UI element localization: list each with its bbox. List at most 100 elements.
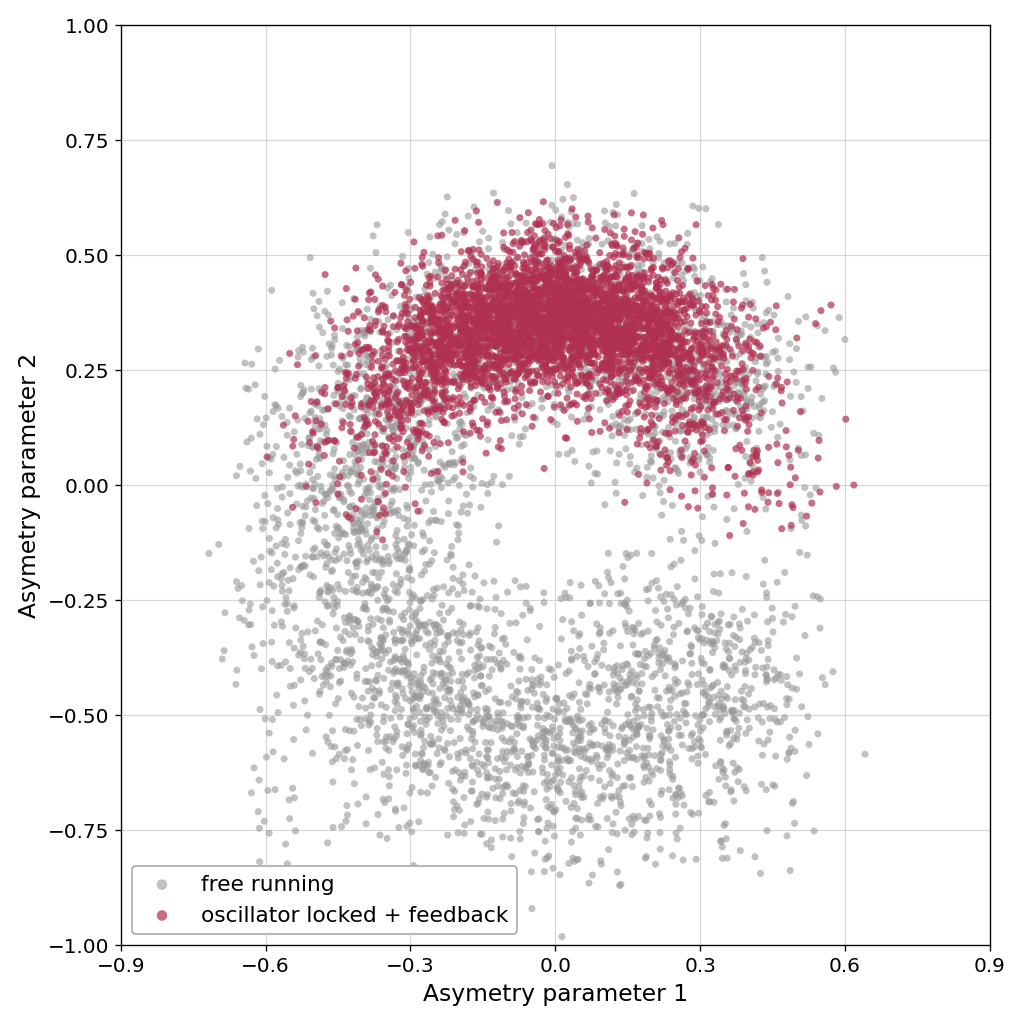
free running <box>790 440 806 456</box>
oscillator locked + feedback <box>643 371 660 388</box>
oscillator locked + feedback <box>394 306 410 322</box>
oscillator locked + feedback <box>605 294 621 310</box>
free running <box>312 414 328 431</box>
free running <box>333 295 350 311</box>
oscillator locked + feedback <box>562 357 578 373</box>
oscillator locked + feedback <box>427 364 443 381</box>
oscillator locked + feedback <box>430 312 446 328</box>
oscillator locked + feedback <box>421 299 438 315</box>
oscillator locked + feedback <box>750 462 766 479</box>
free running <box>592 288 609 305</box>
oscillator locked + feedback <box>551 284 568 301</box>
free running <box>303 382 319 398</box>
free running <box>621 667 637 683</box>
oscillator locked + feedback <box>438 346 454 362</box>
free running <box>343 486 359 502</box>
free running <box>705 677 721 694</box>
free running <box>706 393 722 409</box>
oscillator locked + feedback <box>562 308 578 324</box>
oscillator locked + feedback <box>455 312 472 328</box>
free running <box>765 662 782 678</box>
oscillator locked + feedback <box>433 347 449 363</box>
oscillator locked + feedback <box>559 359 575 375</box>
free running <box>258 868 274 884</box>
oscillator locked + feedback <box>578 310 594 326</box>
oscillator locked + feedback <box>461 265 478 281</box>
free running <box>565 717 581 733</box>
oscillator locked + feedback <box>517 342 533 358</box>
oscillator locked + feedback <box>641 312 658 328</box>
oscillator locked + feedback <box>661 310 677 326</box>
oscillator locked + feedback <box>604 368 620 385</box>
free running <box>577 247 593 263</box>
oscillator locked + feedback <box>683 453 700 470</box>
oscillator locked + feedback <box>518 368 534 385</box>
free running <box>698 788 714 804</box>
oscillator locked + feedback <box>542 288 559 305</box>
oscillator locked + feedback <box>588 300 605 316</box>
free running <box>595 788 612 804</box>
oscillator locked + feedback <box>589 315 606 331</box>
oscillator locked + feedback <box>664 313 680 329</box>
oscillator locked + feedback <box>529 367 545 384</box>
free running <box>466 356 483 372</box>
oscillator locked + feedback <box>468 311 484 327</box>
free running <box>520 290 536 306</box>
free running <box>676 706 693 722</box>
oscillator locked + feedback <box>469 290 485 306</box>
oscillator locked + feedback <box>557 309 573 325</box>
oscillator locked + feedback <box>635 295 652 311</box>
free running <box>714 764 730 781</box>
oscillator locked + feedback <box>553 278 570 295</box>
free running <box>729 477 746 493</box>
free running <box>599 565 616 581</box>
oscillator locked + feedback <box>613 297 629 313</box>
oscillator locked + feedback <box>608 288 624 305</box>
oscillator locked + feedback <box>398 380 414 396</box>
oscillator locked + feedback <box>567 210 583 226</box>
oscillator locked + feedback <box>601 312 617 328</box>
free running <box>555 704 572 720</box>
free running <box>320 307 337 323</box>
free running <box>374 503 391 520</box>
oscillator locked + feedback <box>453 358 470 374</box>
free running <box>720 617 737 633</box>
free running <box>445 457 461 474</box>
oscillator locked + feedback <box>501 288 518 305</box>
oscillator locked + feedback <box>316 386 332 402</box>
oscillator locked + feedback <box>451 338 468 354</box>
free running <box>735 266 751 282</box>
free running <box>252 427 268 443</box>
oscillator locked + feedback <box>512 306 528 322</box>
free running <box>440 505 456 522</box>
free running <box>553 260 570 276</box>
free running <box>609 826 625 842</box>
oscillator locked + feedback <box>377 506 394 523</box>
free running <box>552 740 569 756</box>
oscillator locked + feedback <box>360 340 376 356</box>
oscillator locked + feedback <box>603 319 619 336</box>
oscillator locked + feedback <box>596 359 613 375</box>
oscillator locked + feedback <box>727 331 744 348</box>
free running <box>653 311 669 327</box>
oscillator locked + feedback <box>620 305 636 321</box>
free running <box>538 724 554 741</box>
free running <box>319 283 336 300</box>
free running <box>563 711 579 727</box>
oscillator locked + feedback <box>413 318 430 335</box>
oscillator locked + feedback <box>578 326 594 343</box>
free running <box>619 673 635 690</box>
free running <box>403 633 419 650</box>
oscillator locked + feedback <box>536 223 552 239</box>
oscillator locked + feedback <box>654 343 670 359</box>
free running <box>494 631 510 648</box>
oscillator locked + feedback <box>713 405 729 421</box>
free running <box>758 305 774 321</box>
oscillator locked + feedback <box>563 286 579 303</box>
oscillator locked + feedback <box>507 288 524 305</box>
oscillator locked + feedback <box>518 326 534 343</box>
free running <box>519 274 535 291</box>
oscillator locked + feedback <box>493 315 509 331</box>
free running <box>619 657 635 673</box>
oscillator locked + feedback <box>667 315 683 331</box>
